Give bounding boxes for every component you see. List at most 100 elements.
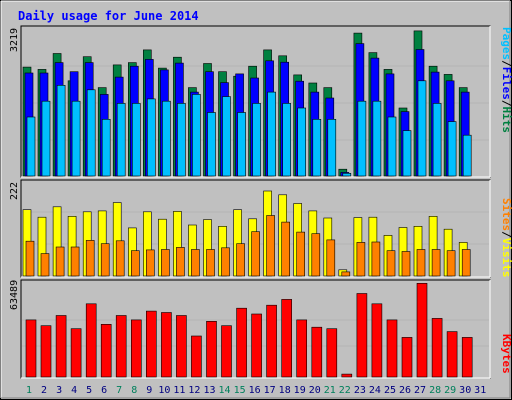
bar-sites-day-30 [461, 249, 471, 277]
ymax-label-hits: 3219 [9, 28, 20, 52]
bar-kbytes-day-6 [100, 323, 112, 378]
x-tick-label: 30 [459, 385, 471, 396]
x-tick-label: 14 [218, 385, 230, 396]
bar-sites-day-20 [311, 233, 321, 277]
bar-pages-day-18 [282, 103, 292, 177]
x-tick-label: 27 [414, 385, 426, 396]
x-tick-label: 26 [399, 385, 411, 396]
bar-pages-day-16 [252, 103, 261, 177]
bar-sites-day-3 [55, 246, 65, 277]
bar-kbytes-day-15 [236, 307, 247, 378]
bar-pages-day-27 [417, 80, 427, 177]
x-tick-label: 25 [384, 385, 396, 396]
bar-pages-day-4 [71, 100, 81, 177]
chart-title: Daily usage for June 2014 [18, 9, 199, 23]
bar-pages-day-29 [447, 121, 457, 177]
bar-sites-day-8 [131, 250, 140, 277]
bar-pages-day-1 [26, 116, 36, 177]
bar-kbytes-day-29 [446, 331, 458, 378]
bar-kbytes-day-10 [161, 312, 172, 378]
bar-sites-day-1 [25, 240, 35, 277]
ymax-label-kbytes: 63489 [9, 280, 20, 310]
x-tick-label: 19 [294, 385, 306, 396]
legend-visits-sites: Sites/Visits [500, 198, 512, 278]
bar-kbytes-day-8 [131, 319, 142, 378]
bar-kbytes-day-5 [85, 303, 97, 378]
bar-pages-day-22 [342, 173, 352, 177]
x-tick-label: 17 [264, 385, 276, 396]
bar-pages-day-14 [222, 96, 231, 177]
x-tick-label: 20 [309, 385, 321, 396]
x-tick-label: 21 [324, 385, 336, 396]
bar-kbytes-day-18 [281, 299, 293, 378]
bar-sites-day-27 [416, 249, 426, 277]
legend-hits: Hits [500, 107, 512, 134]
legend-pages: Pages [500, 27, 512, 60]
svg-text:Sites/Visits: Sites/Visits [500, 198, 512, 278]
bar-kbytes-day-16 [251, 313, 262, 378]
x-tick-label: 28 [429, 385, 441, 396]
legend-kbytes-label: KBytes [500, 334, 512, 374]
bar-kbytes-day-7 [115, 315, 127, 378]
legend-sites: Sites [500, 198, 512, 231]
ymax-label-visits: 222 [9, 182, 20, 200]
x-tick-label: 31 [474, 385, 486, 396]
bar-kbytes-day-12 [191, 335, 202, 378]
bar-kbytes-day-27 [416, 282, 428, 378]
legend-visits: Visits [500, 238, 512, 278]
bar-pages-day-23 [357, 100, 367, 177]
bar-sites-day-21 [326, 239, 336, 277]
bar-sites-day-28 [431, 249, 441, 277]
bar-sites-day-16 [251, 231, 260, 277]
x-tick-labels: 1 2 3 4 5 6 7 8 9 10 11 12 13 14 15 16 17 18 19 20 21 22 23 24 2… [26, 385, 486, 396]
x-tick-label: 24 [369, 385, 381, 396]
bar-sites-day-12 [191, 249, 200, 277]
x-tick-label: 15 [234, 385, 246, 396]
bar-pages-day-15 [237, 112, 246, 177]
bar-sites-day-13 [206, 249, 215, 277]
bar-sites-day-25 [386, 250, 396, 277]
bar-kbytes-day-25 [386, 319, 398, 378]
x-tick-label: 29 [444, 385, 456, 396]
x-tick-label: 7 [116, 385, 122, 396]
bar-kbytes-day-9 [146, 310, 157, 378]
x-tick-label: 11 [173, 385, 185, 396]
bar-sites-day-19 [296, 231, 306, 277]
bar-kbytes-day-30 [461, 337, 473, 378]
bar-sites-day-17 [266, 215, 275, 277]
bar-kbytes-day-2 [40, 325, 52, 378]
bar-sites-day-14 [221, 247, 230, 277]
bar-pages-day-17 [267, 91, 276, 177]
x-tick-label: 18 [279, 385, 291, 396]
x-tick-label: 10 [158, 385, 170, 396]
bar-kbytes-day-20 [311, 326, 323, 378]
bar-pages-day-21 [327, 119, 337, 177]
bar-sites-day-29 [446, 250, 456, 277]
bar-pages-day-26 [402, 130, 412, 177]
bar-pages-day-28 [432, 103, 442, 177]
bar-sites-day-26 [401, 251, 411, 277]
x-tick-label: 6 [101, 385, 107, 396]
bar-kbytes-day-28 [431, 318, 443, 378]
x-tick-label: 5 [86, 385, 92, 396]
bar-pages-day-7 [116, 103, 126, 177]
legend-files: Files [500, 67, 512, 100]
bar-kbytes-day-22 [341, 373, 353, 378]
x-tick-label: 3 [56, 385, 62, 396]
bar-sites-day-23 [356, 242, 366, 277]
bar-sites-day-6 [100, 243, 110, 277]
x-tick-label: 16 [249, 385, 261, 396]
bar-sites-day-2 [40, 253, 50, 277]
bar-pages-day-11 [177, 103, 186, 177]
bar-pages-day-6 [101, 119, 111, 177]
bars [22, 30, 473, 378]
bar-sites-day-18 [281, 221, 291, 277]
x-tick-label: 12 [188, 385, 200, 396]
bar-sites-day-7 [115, 240, 125, 277]
x-tick-label: 23 [354, 385, 366, 396]
legend-hits-files-pages: Pages/Files/Hits [500, 27, 512, 133]
x-tick-label: 22 [339, 385, 351, 396]
bar-pages-day-8 [132, 103, 141, 177]
bar-kbytes-day-17 [266, 304, 277, 378]
